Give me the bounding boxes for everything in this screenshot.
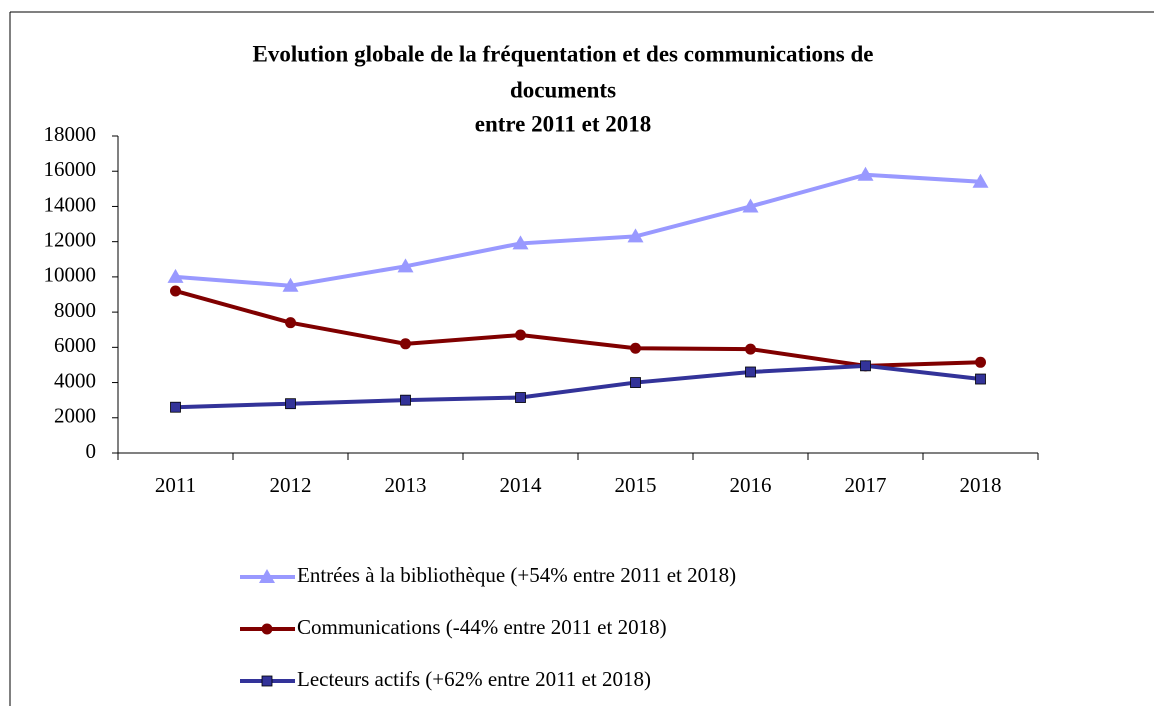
legend-marker (259, 569, 275, 583)
marker (975, 356, 986, 368)
x-tick-label: 2015 (615, 473, 657, 497)
y-tick-label: 2000 (54, 404, 96, 428)
marker (285, 398, 296, 410)
legend-label: Entrées à la bibliothèque (+54% entre 20… (297, 563, 736, 587)
marker (627, 228, 644, 243)
series-line (174, 289, 981, 368)
marker (745, 343, 756, 355)
chart-title: documents (510, 77, 616, 102)
y-tick-label: 8000 (54, 298, 96, 322)
marker (285, 317, 296, 329)
marker (515, 329, 526, 341)
marker (282, 277, 299, 292)
marker (397, 258, 414, 273)
y-tick-label: 18000 (44, 122, 97, 146)
y-tick-label: 6000 (54, 333, 96, 357)
series-line (175, 363, 981, 410)
marker (515, 392, 526, 403)
marker (170, 285, 181, 297)
y-tick-label: 4000 (54, 368, 96, 392)
y-tick-label: 0 (86, 439, 97, 463)
x-tick-label: 2014 (500, 473, 543, 497)
x-tick-label: 2013 (385, 473, 427, 497)
y-tick-label: 16000 (44, 157, 97, 181)
x-tick-label: 2016 (730, 473, 772, 497)
marker (170, 401, 181, 413)
marker (745, 366, 756, 378)
x-tick-label: 2017 (845, 473, 887, 497)
marker (400, 394, 411, 406)
marker (972, 173, 989, 188)
legend-label: Lecteurs actifs (+62% entre 2011 et 2018… (297, 667, 651, 691)
marker (630, 377, 641, 388)
chart-title: entre 2011 et 2018 (475, 111, 652, 136)
marker (857, 166, 874, 181)
y-tick-label: 14000 (44, 192, 97, 216)
y-tick-label: 12000 (44, 227, 97, 251)
legend-marker (261, 675, 273, 687)
chart-title: Evolution globale de la fréquentation et… (252, 41, 873, 66)
marker (512, 235, 529, 250)
marker (400, 338, 411, 350)
legend-marker (261, 623, 273, 635)
series-line (175, 172, 981, 288)
y-tick-label: 10000 (44, 263, 97, 287)
legend-label: Communications (-44% entre 2011 et 2018) (297, 615, 667, 639)
marker (975, 373, 986, 385)
marker (860, 360, 871, 372)
x-tick-label: 2018 (960, 473, 1002, 497)
marker (630, 342, 641, 354)
x-tick-label: 2011 (155, 473, 196, 497)
x-tick-label: 2012 (270, 473, 312, 497)
marker (742, 198, 759, 213)
marker (167, 268, 184, 283)
